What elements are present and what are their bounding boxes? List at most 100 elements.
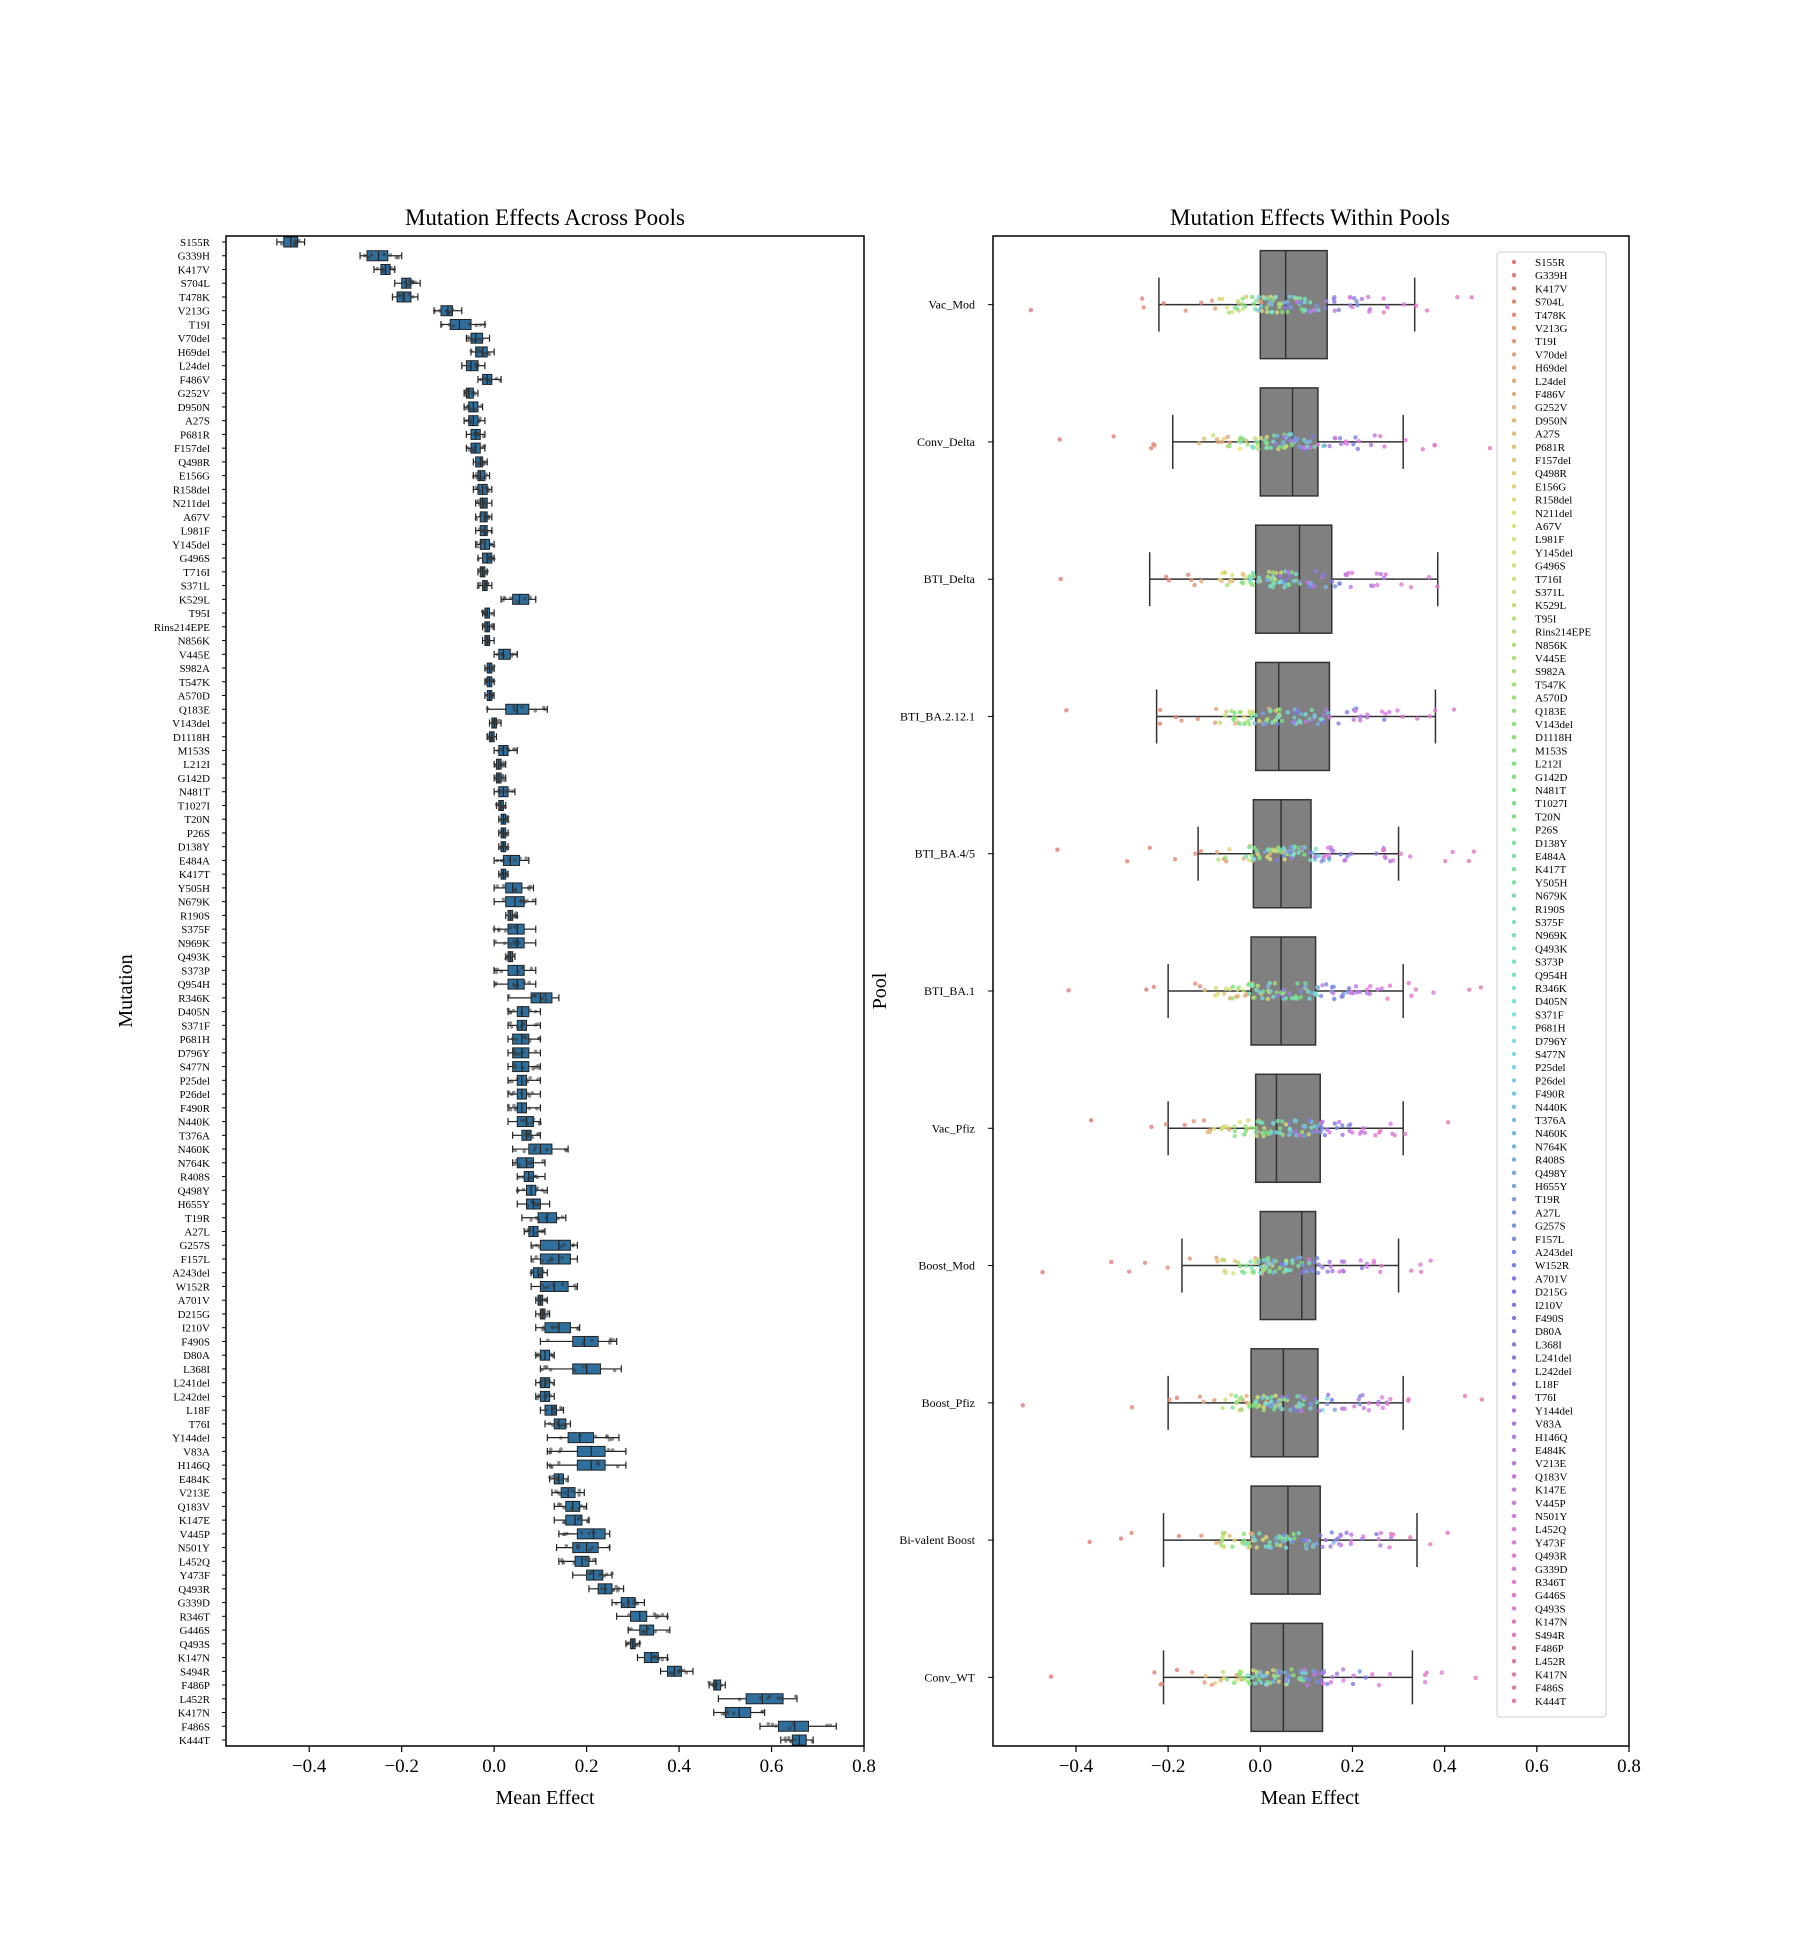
data-point xyxy=(486,636,491,641)
mutation-label: F486V xyxy=(179,374,210,386)
data-point xyxy=(1273,1393,1278,1398)
legend-entry: S982A xyxy=(1535,666,1566,678)
data-point xyxy=(592,1531,596,1535)
data-point xyxy=(1227,847,1232,852)
data-point xyxy=(1285,710,1290,715)
data-point xyxy=(1306,1260,1312,1266)
mutation-label: V213G xyxy=(178,306,210,318)
data-point xyxy=(1364,987,1370,992)
legend-entry: T76I xyxy=(1535,1392,1557,1404)
data-point xyxy=(1445,1530,1450,1535)
data-point xyxy=(1253,1681,1258,1686)
data-point xyxy=(1230,309,1235,315)
data-point xyxy=(791,1722,795,1727)
legend-entry: K417N xyxy=(1535,1669,1567,1681)
data-point xyxy=(1387,1671,1393,1677)
iqr-box xyxy=(745,1693,784,1705)
mutation-label: K147E xyxy=(179,1515,210,1527)
iqr-box xyxy=(572,1542,599,1554)
mutation-label: N856K xyxy=(178,636,210,648)
data-point xyxy=(529,1218,533,1222)
legend-marker xyxy=(1511,1447,1517,1453)
data-point xyxy=(498,830,503,834)
data-point xyxy=(1320,1544,1325,1550)
data-point xyxy=(1144,987,1149,992)
data-point xyxy=(1307,445,1313,450)
box-L24del xyxy=(461,360,486,372)
data-point xyxy=(1304,1269,1309,1274)
data-point xyxy=(1215,1259,1220,1264)
chart-title-across: Mutation Effects Across Pools xyxy=(405,205,685,230)
data-point xyxy=(517,1163,522,1167)
box-Conv_WT xyxy=(1048,1622,1478,1733)
box-P681H xyxy=(507,1033,542,1045)
data-point xyxy=(1243,304,1248,309)
data-point xyxy=(793,1737,797,1742)
data-point xyxy=(392,267,396,272)
legend-entry: N764K xyxy=(1535,1141,1567,1153)
data-point xyxy=(1270,1667,1276,1673)
legend-marker xyxy=(1511,933,1517,938)
mutation-label: V70del xyxy=(178,333,210,345)
data-point xyxy=(1263,721,1268,726)
mutation-label: D80A xyxy=(183,1350,210,1362)
data-point xyxy=(1222,713,1228,718)
data-point xyxy=(382,252,387,257)
data-point xyxy=(1427,714,1432,719)
legend-marker xyxy=(1511,1065,1517,1070)
legend-entry: T19R xyxy=(1535,1194,1561,1206)
data-point xyxy=(1328,1544,1333,1549)
data-point xyxy=(1292,295,1297,300)
data-point xyxy=(1303,981,1308,986)
legend-entry: P681R xyxy=(1535,442,1566,454)
data-point xyxy=(510,652,515,657)
legend-marker xyxy=(1511,1223,1517,1228)
data-point xyxy=(1324,1396,1330,1401)
legend-marker xyxy=(1511,669,1517,674)
data-point xyxy=(543,1381,548,1385)
data-point xyxy=(1353,984,1359,989)
data-point xyxy=(1254,1133,1259,1139)
iqr-box xyxy=(572,1335,599,1347)
box-Boost_Mod xyxy=(1040,1210,1433,1321)
legend-marker xyxy=(1511,1685,1517,1690)
data-point xyxy=(509,1025,514,1029)
legend-marker xyxy=(1511,695,1517,700)
mutation-label: A67V xyxy=(183,512,210,524)
data-point xyxy=(396,255,401,260)
data-point xyxy=(478,323,483,327)
data-point xyxy=(490,556,495,560)
data-point xyxy=(1186,572,1191,577)
legend-entry: A67V xyxy=(1535,521,1562,533)
data-point xyxy=(1371,1260,1377,1266)
data-point xyxy=(1231,1680,1237,1686)
data-point xyxy=(1285,302,1291,307)
data-point xyxy=(1299,1408,1304,1413)
legend-entry: S155R xyxy=(1535,257,1566,269)
data-point xyxy=(1232,1538,1237,1543)
data-point xyxy=(498,818,503,822)
mutation-label: N501Y xyxy=(178,1543,210,1555)
mutation-label: N460K xyxy=(178,1144,210,1156)
mutation-label: K417N xyxy=(178,1708,210,1720)
data-point xyxy=(486,516,491,521)
box-V143del xyxy=(488,717,502,729)
mutation-label: N440K xyxy=(178,1117,210,1129)
legend-marker xyxy=(1511,787,1517,793)
data-point xyxy=(1363,1675,1368,1680)
box-Q954H xyxy=(493,978,537,990)
data-point xyxy=(486,733,490,737)
data-point xyxy=(509,1092,514,1097)
data-point xyxy=(512,1051,517,1056)
data-point xyxy=(1319,1120,1324,1125)
data-point xyxy=(1283,577,1289,583)
data-point xyxy=(1323,1537,1329,1543)
mutation-label: S373P xyxy=(181,965,210,977)
data-point xyxy=(1268,708,1273,713)
data-point xyxy=(1311,1668,1316,1674)
legend-marker xyxy=(1511,774,1517,779)
data-point xyxy=(530,1121,534,1125)
mutation-label: E484A xyxy=(179,855,210,867)
legend-entry: W152R xyxy=(1535,1260,1570,1272)
legend-marker xyxy=(1511,299,1517,304)
